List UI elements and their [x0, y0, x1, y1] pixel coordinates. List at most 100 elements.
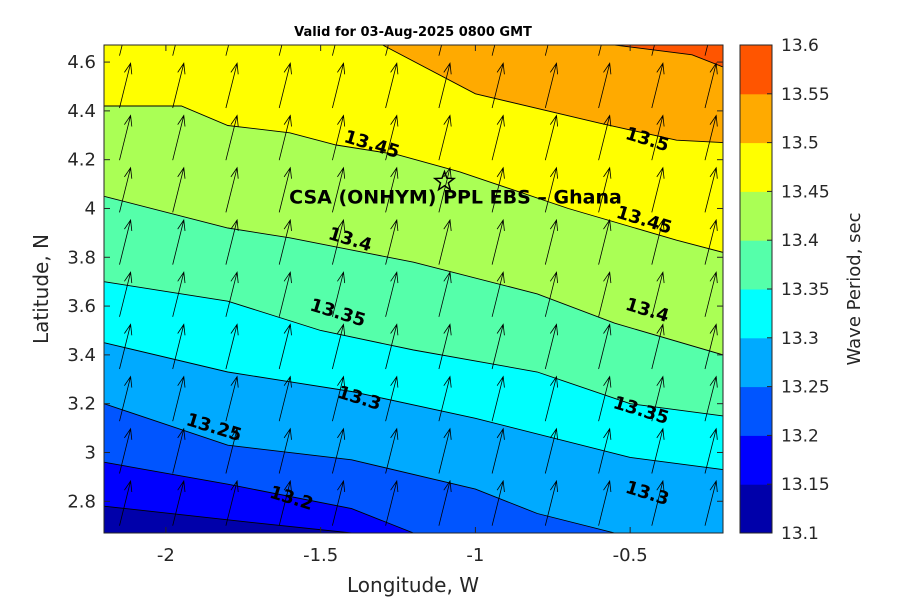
colorbar-swatch: [740, 191, 772, 241]
wave-arrow: [225, 427, 239, 474]
wave-arrow: [172, 45, 176, 56]
x-tick-label: -2: [157, 545, 175, 566]
wave-arrow: [651, 45, 655, 56]
colorbar-swatch: [740, 484, 772, 534]
wave-arrow: [651, 62, 665, 109]
wave-arrow: [225, 218, 239, 265]
wave-arrow: [438, 375, 452, 422]
wave-arrow: [385, 62, 399, 109]
wave-arrow: [278, 114, 292, 161]
wave-arrow: [651, 218, 665, 265]
wave-arrow: [172, 114, 186, 161]
y-axis-label: Latitude, N: [29, 234, 53, 344]
wave-arrow: [225, 45, 229, 56]
colorbar-swatch: [740, 289, 772, 339]
wave-arrow: [172, 427, 186, 474]
band-13.55: [614, 45, 723, 67]
wave-arrow: [491, 479, 505, 526]
wave-arrow: [385, 375, 399, 422]
x-tick-label: -0.5: [613, 545, 648, 566]
wave-direction-arrows: [119, 45, 718, 526]
contour-line-13.35: [104, 281, 723, 417]
colorbar-label: Wave Period, sec: [844, 212, 865, 365]
wave-arrow: [651, 271, 665, 317]
y-tick-label: 3.6: [67, 296, 96, 317]
wave-arrow: [119, 62, 133, 109]
wave-arrow: [651, 323, 665, 370]
wave-arrow: [332, 166, 346, 213]
wave-arrow: [544, 375, 558, 422]
wave-arrow: [544, 427, 558, 474]
wave-arrow: [438, 427, 452, 474]
plot-frame: [103, 44, 724, 534]
contour-fills: [104, 45, 723, 533]
chart-title: Valid for 03-Aug-2025 0800 GMT: [294, 25, 532, 40]
wave-arrow: [651, 114, 665, 161]
wave-arrow: [172, 479, 186, 526]
wave-arrow: [438, 271, 452, 317]
colorbar-tick-label: 13.5: [781, 134, 819, 154]
wave-arrow: [491, 166, 505, 213]
colorbar-tick-label: 13.55: [781, 85, 830, 105]
wave-arrow: [491, 45, 496, 56]
wave-arrow: [385, 271, 399, 317]
wave-arrow: [332, 62, 346, 109]
wave-arrow: [491, 114, 505, 161]
wave-arrow: [438, 45, 442, 56]
x-tick-label: -1: [466, 545, 484, 566]
wave-arrow: [332, 427, 346, 474]
wave-arrow: [119, 375, 133, 422]
x-axis-label: Longitude, W: [347, 573, 479, 597]
wave-arrow: [278, 218, 292, 265]
wave-arrow: [225, 375, 239, 422]
wave-arrow: [278, 62, 292, 109]
wave-arrow: [172, 271, 186, 317]
wave-arrow: [385, 114, 399, 161]
wave-arrow: [225, 271, 239, 317]
colorbar-tick-label: 13.3: [781, 329, 819, 349]
wave-arrow: [598, 323, 612, 370]
wave-arrow: [332, 375, 346, 422]
wave-arrow: [332, 114, 346, 161]
wave-arrow: [704, 271, 718, 317]
wave-arrow: [544, 479, 558, 526]
wave-arrow: [704, 375, 718, 422]
wave-arrow: [172, 62, 186, 109]
contour-line-13.3: [104, 342, 723, 471]
wave-arrow: [332, 323, 346, 370]
colorbar-tick-label: 13.35: [781, 280, 830, 300]
wave-arrow: [385, 218, 399, 265]
contour-line-13.5: [382, 45, 723, 144]
wave-arrow: [544, 218, 558, 265]
colorbar-swatch: [740, 386, 772, 436]
contour-line-13.2: [104, 461, 414, 533]
wave-arrow: [544, 62, 558, 109]
colorbar-swatch: [740, 435, 772, 485]
wave-arrow: [119, 114, 133, 161]
colorbar-tick-label: 13.2: [781, 426, 819, 446]
wave-arrow: [172, 166, 186, 213]
wave-arrow: [598, 479, 612, 526]
wave-arrow: [278, 271, 292, 317]
wave-arrow: [172, 323, 186, 370]
x-tick-label: -1.5: [303, 545, 338, 566]
wave-arrow: [704, 479, 718, 526]
wave-arrow: [491, 62, 505, 109]
y-tick-label: 4.6: [67, 52, 96, 73]
site-marker: CSA (ONHYM) PPL EBS – Ghana: [289, 169, 622, 209]
colorbar-tick-label: 13.45: [781, 182, 830, 202]
wave-arrow: [119, 323, 133, 370]
wave-arrow: [278, 45, 283, 56]
wave-arrow: [544, 114, 558, 161]
wave-arrow: [172, 375, 186, 422]
wave-arrow: [544, 45, 549, 56]
wave-arrow: [491, 427, 505, 474]
wave-arrow: [119, 427, 133, 474]
y-tick-label: 4: [85, 198, 96, 219]
wave-arrow: [704, 218, 718, 265]
wave-arrow: [278, 479, 292, 526]
wave-arrow: [332, 218, 346, 265]
site-label: CSA (ONHYM) PPL EBS – Ghana: [289, 187, 622, 209]
y-tick-label: 4.2: [67, 150, 96, 171]
